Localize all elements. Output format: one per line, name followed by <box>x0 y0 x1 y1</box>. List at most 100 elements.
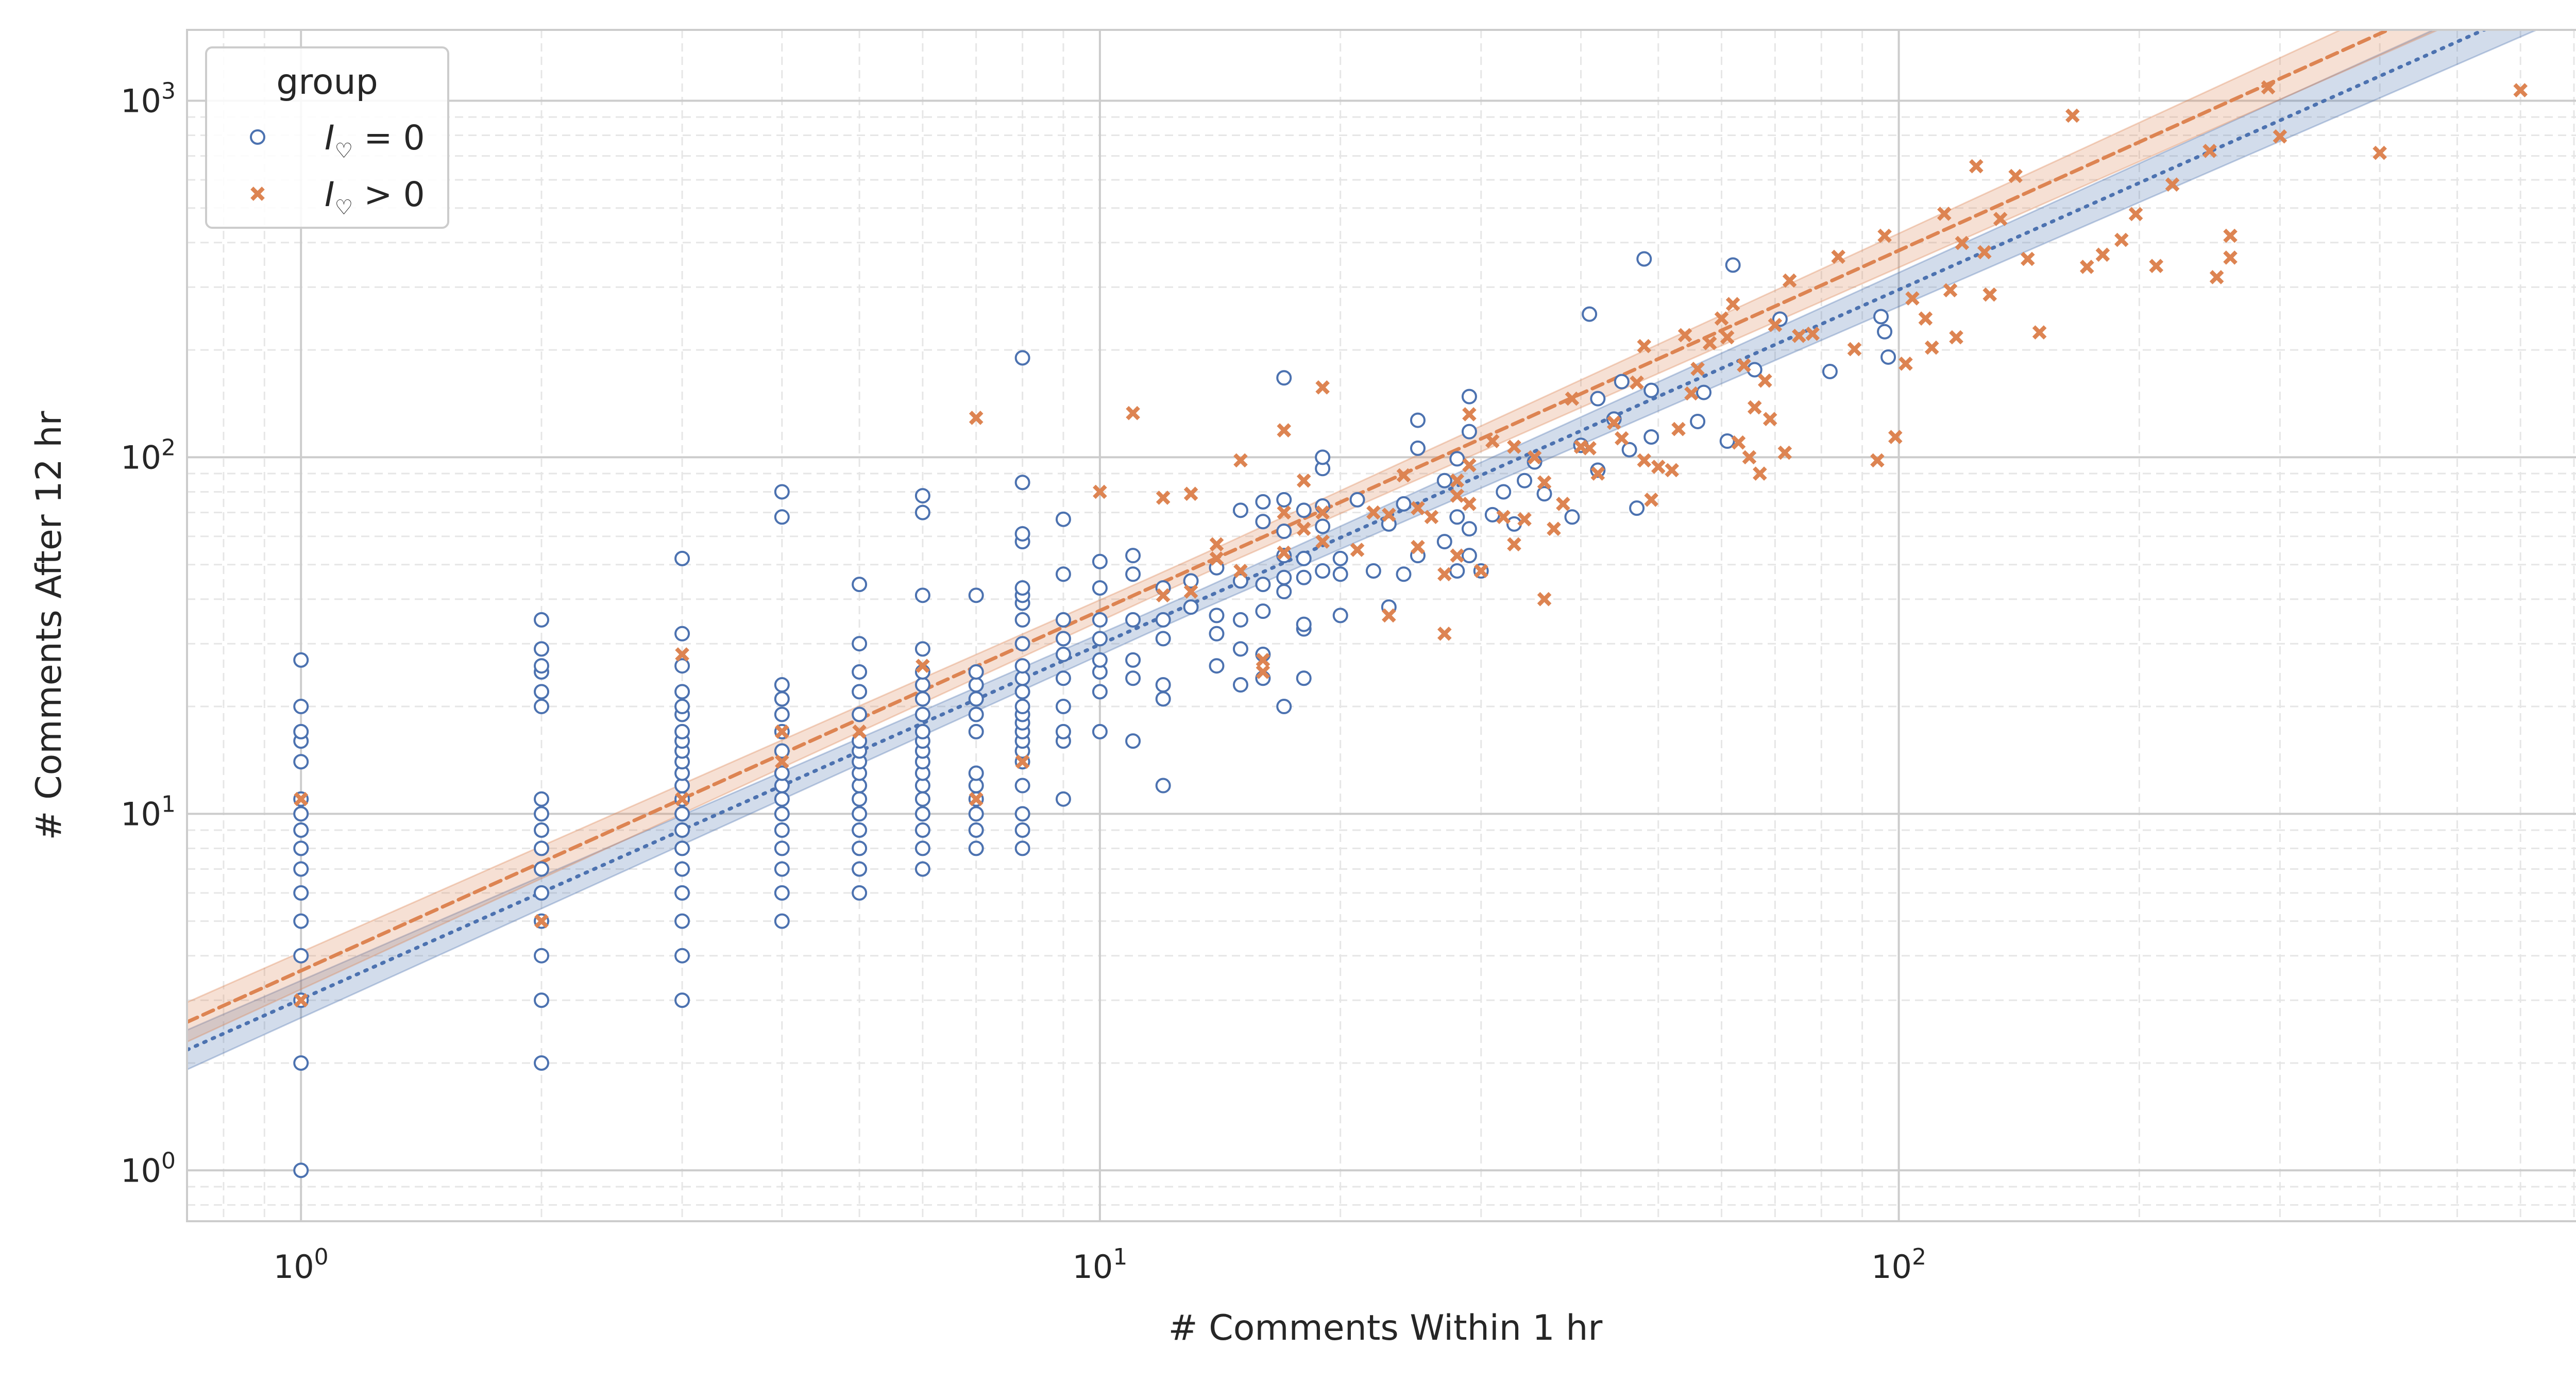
point-series-0 <box>1014 658 1030 674</box>
point-series-0 <box>774 885 790 901</box>
point-series-1 <box>1637 339 1652 353</box>
plot-frame <box>186 29 2576 1222</box>
point-series-0 <box>1055 612 1071 628</box>
point-series-1 <box>1905 291 1920 306</box>
point-series-0 <box>774 913 790 929</box>
point-series-1 <box>2372 145 2387 160</box>
point-series-0 <box>914 691 930 707</box>
point-series-0 <box>1822 363 1838 379</box>
point-series-0 <box>1606 411 1622 427</box>
point-series-0 <box>1055 631 1071 647</box>
point-series-0 <box>852 684 868 700</box>
point-series-1 <box>2273 129 2287 144</box>
point-series-0 <box>914 587 930 603</box>
point-series-0 <box>1873 309 1889 325</box>
point-series-0 <box>1276 524 1292 540</box>
point-series-1 <box>1565 391 1580 406</box>
point-series-1 <box>1753 466 1767 481</box>
point-series-1 <box>1977 245 1992 260</box>
point-series-0 <box>1014 526 1030 542</box>
point-series-0 <box>1255 494 1271 510</box>
point-series-0 <box>1155 631 1171 647</box>
point-series-1 <box>1437 626 1452 641</box>
point-series-0 <box>1155 612 1171 628</box>
legend-box <box>205 46 449 229</box>
point-series-0 <box>914 488 930 504</box>
point-series-1 <box>2209 270 2224 284</box>
point-series-0 <box>774 791 790 807</box>
point-series-1 <box>2020 251 2035 266</box>
point-series-0 <box>674 885 690 901</box>
point-series-0 <box>1055 670 1071 686</box>
point-series-1 <box>1277 545 1292 560</box>
point-series-1 <box>1630 375 1644 390</box>
point-series-0 <box>852 577 868 593</box>
point-series-0 <box>293 1162 309 1178</box>
point-series-1 <box>2008 168 2023 183</box>
point-series-1 <box>1473 564 1488 578</box>
point-series-0 <box>674 861 690 877</box>
point-series-1 <box>1782 273 1797 288</box>
point-series-0 <box>1014 778 1030 794</box>
point-series-0 <box>1461 389 1477 405</box>
point-series-0 <box>968 723 984 739</box>
point-series-0 <box>1332 566 1348 582</box>
point-series-1 <box>1256 653 1270 667</box>
point-series-0 <box>774 822 790 838</box>
point-series-0 <box>1410 412 1426 428</box>
point-series-1 <box>1527 450 1542 465</box>
point-series-0 <box>534 684 550 700</box>
legend-label: I♡ > 0 <box>325 175 425 220</box>
point-series-0 <box>674 913 690 929</box>
point-series-0 <box>774 706 790 722</box>
point-series-0 <box>1055 511 1071 527</box>
point-series-1 <box>1093 484 1107 499</box>
point-series-0 <box>774 840 790 856</box>
point-series-0 <box>674 684 690 700</box>
point-series-1 <box>1315 505 1330 520</box>
point-series-1 <box>774 754 789 769</box>
point-series-1 <box>1233 564 1248 578</box>
x-tick-labels: 100 101 102 <box>274 1244 1926 1286</box>
point-series-0 <box>1643 382 1659 398</box>
point-series-1 <box>1847 342 1862 357</box>
point-series-1 <box>852 724 867 739</box>
point-series-1 <box>2065 108 2080 123</box>
point-series-0 <box>1255 577 1271 593</box>
point-series-1 <box>1277 505 1292 520</box>
point-series-1 <box>1296 473 1311 488</box>
point-series-0 <box>293 885 309 901</box>
point-series-0 <box>293 699 309 715</box>
point-series-1 <box>1737 358 1751 373</box>
point-series-1 <box>1156 588 1171 603</box>
confidence-bands <box>187 30 2539 1071</box>
point-series-0 <box>1461 424 1477 440</box>
point-series-0 <box>968 664 984 680</box>
point-series-1 <box>1496 510 1511 525</box>
confidence-band-0 <box>187 30 2539 1071</box>
point-series-0 <box>1315 518 1331 534</box>
point-series-0 <box>914 723 930 739</box>
point-series-0 <box>1636 251 1652 267</box>
point-series-1 <box>2223 228 2238 243</box>
point-series-0 <box>1232 573 1248 589</box>
point-series-0 <box>1092 580 1108 596</box>
point-series-0 <box>852 664 868 680</box>
point-series-1 <box>1462 407 1477 422</box>
point-series-0 <box>914 677 930 693</box>
point-series-1 <box>1606 415 1621 430</box>
point-series-1 <box>1256 665 1270 679</box>
point-series-1 <box>1714 311 1729 326</box>
point-series-0 <box>774 677 790 693</box>
legend: group I♡ = 0 I♡ > 0 <box>205 46 449 229</box>
point-series-1 <box>2032 325 2047 340</box>
point-series-0 <box>914 822 930 838</box>
point-series-1 <box>916 659 930 673</box>
point-series-0 <box>1232 612 1248 628</box>
point-series-0 <box>1349 492 1365 508</box>
point-series-0 <box>1092 553 1108 569</box>
x-tick-label: 101 <box>1072 1244 1127 1286</box>
point-series-0 <box>774 509 790 525</box>
point-series-1 <box>1651 460 1666 474</box>
